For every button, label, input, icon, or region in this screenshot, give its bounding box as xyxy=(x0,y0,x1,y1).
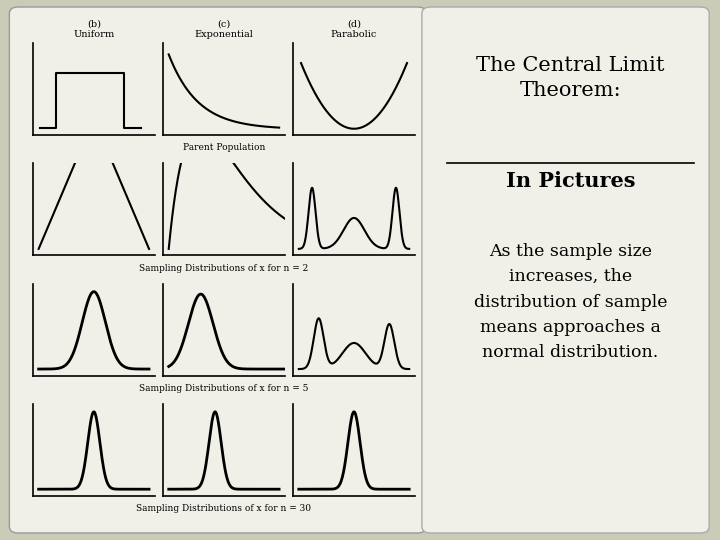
Text: (b)
Uniform: (b) Uniform xyxy=(73,19,114,39)
Text: Parent Population: Parent Population xyxy=(183,144,265,152)
Text: In Pictures: In Pictures xyxy=(506,171,635,191)
Text: (d)
Parabolic: (d) Parabolic xyxy=(330,19,377,39)
Text: (c)
Exponential: (c) Exponential xyxy=(194,19,253,39)
FancyBboxPatch shape xyxy=(422,7,709,533)
Text: The Central Limit
Theorem:: The Central Limit Theorem: xyxy=(477,56,665,99)
Text: Sampling Distributions of x for n = 5: Sampling Distributions of x for n = 5 xyxy=(139,384,309,393)
Text: Sampling Distributions of x for n = 2: Sampling Distributions of x for n = 2 xyxy=(139,264,309,273)
FancyBboxPatch shape xyxy=(9,7,426,533)
Text: Sampling Distributions of x for n = 30: Sampling Distributions of x for n = 30 xyxy=(136,504,312,513)
Text: As the sample size
increases, the
distribution of sample
means approaches a
norm: As the sample size increases, the distri… xyxy=(474,242,667,361)
